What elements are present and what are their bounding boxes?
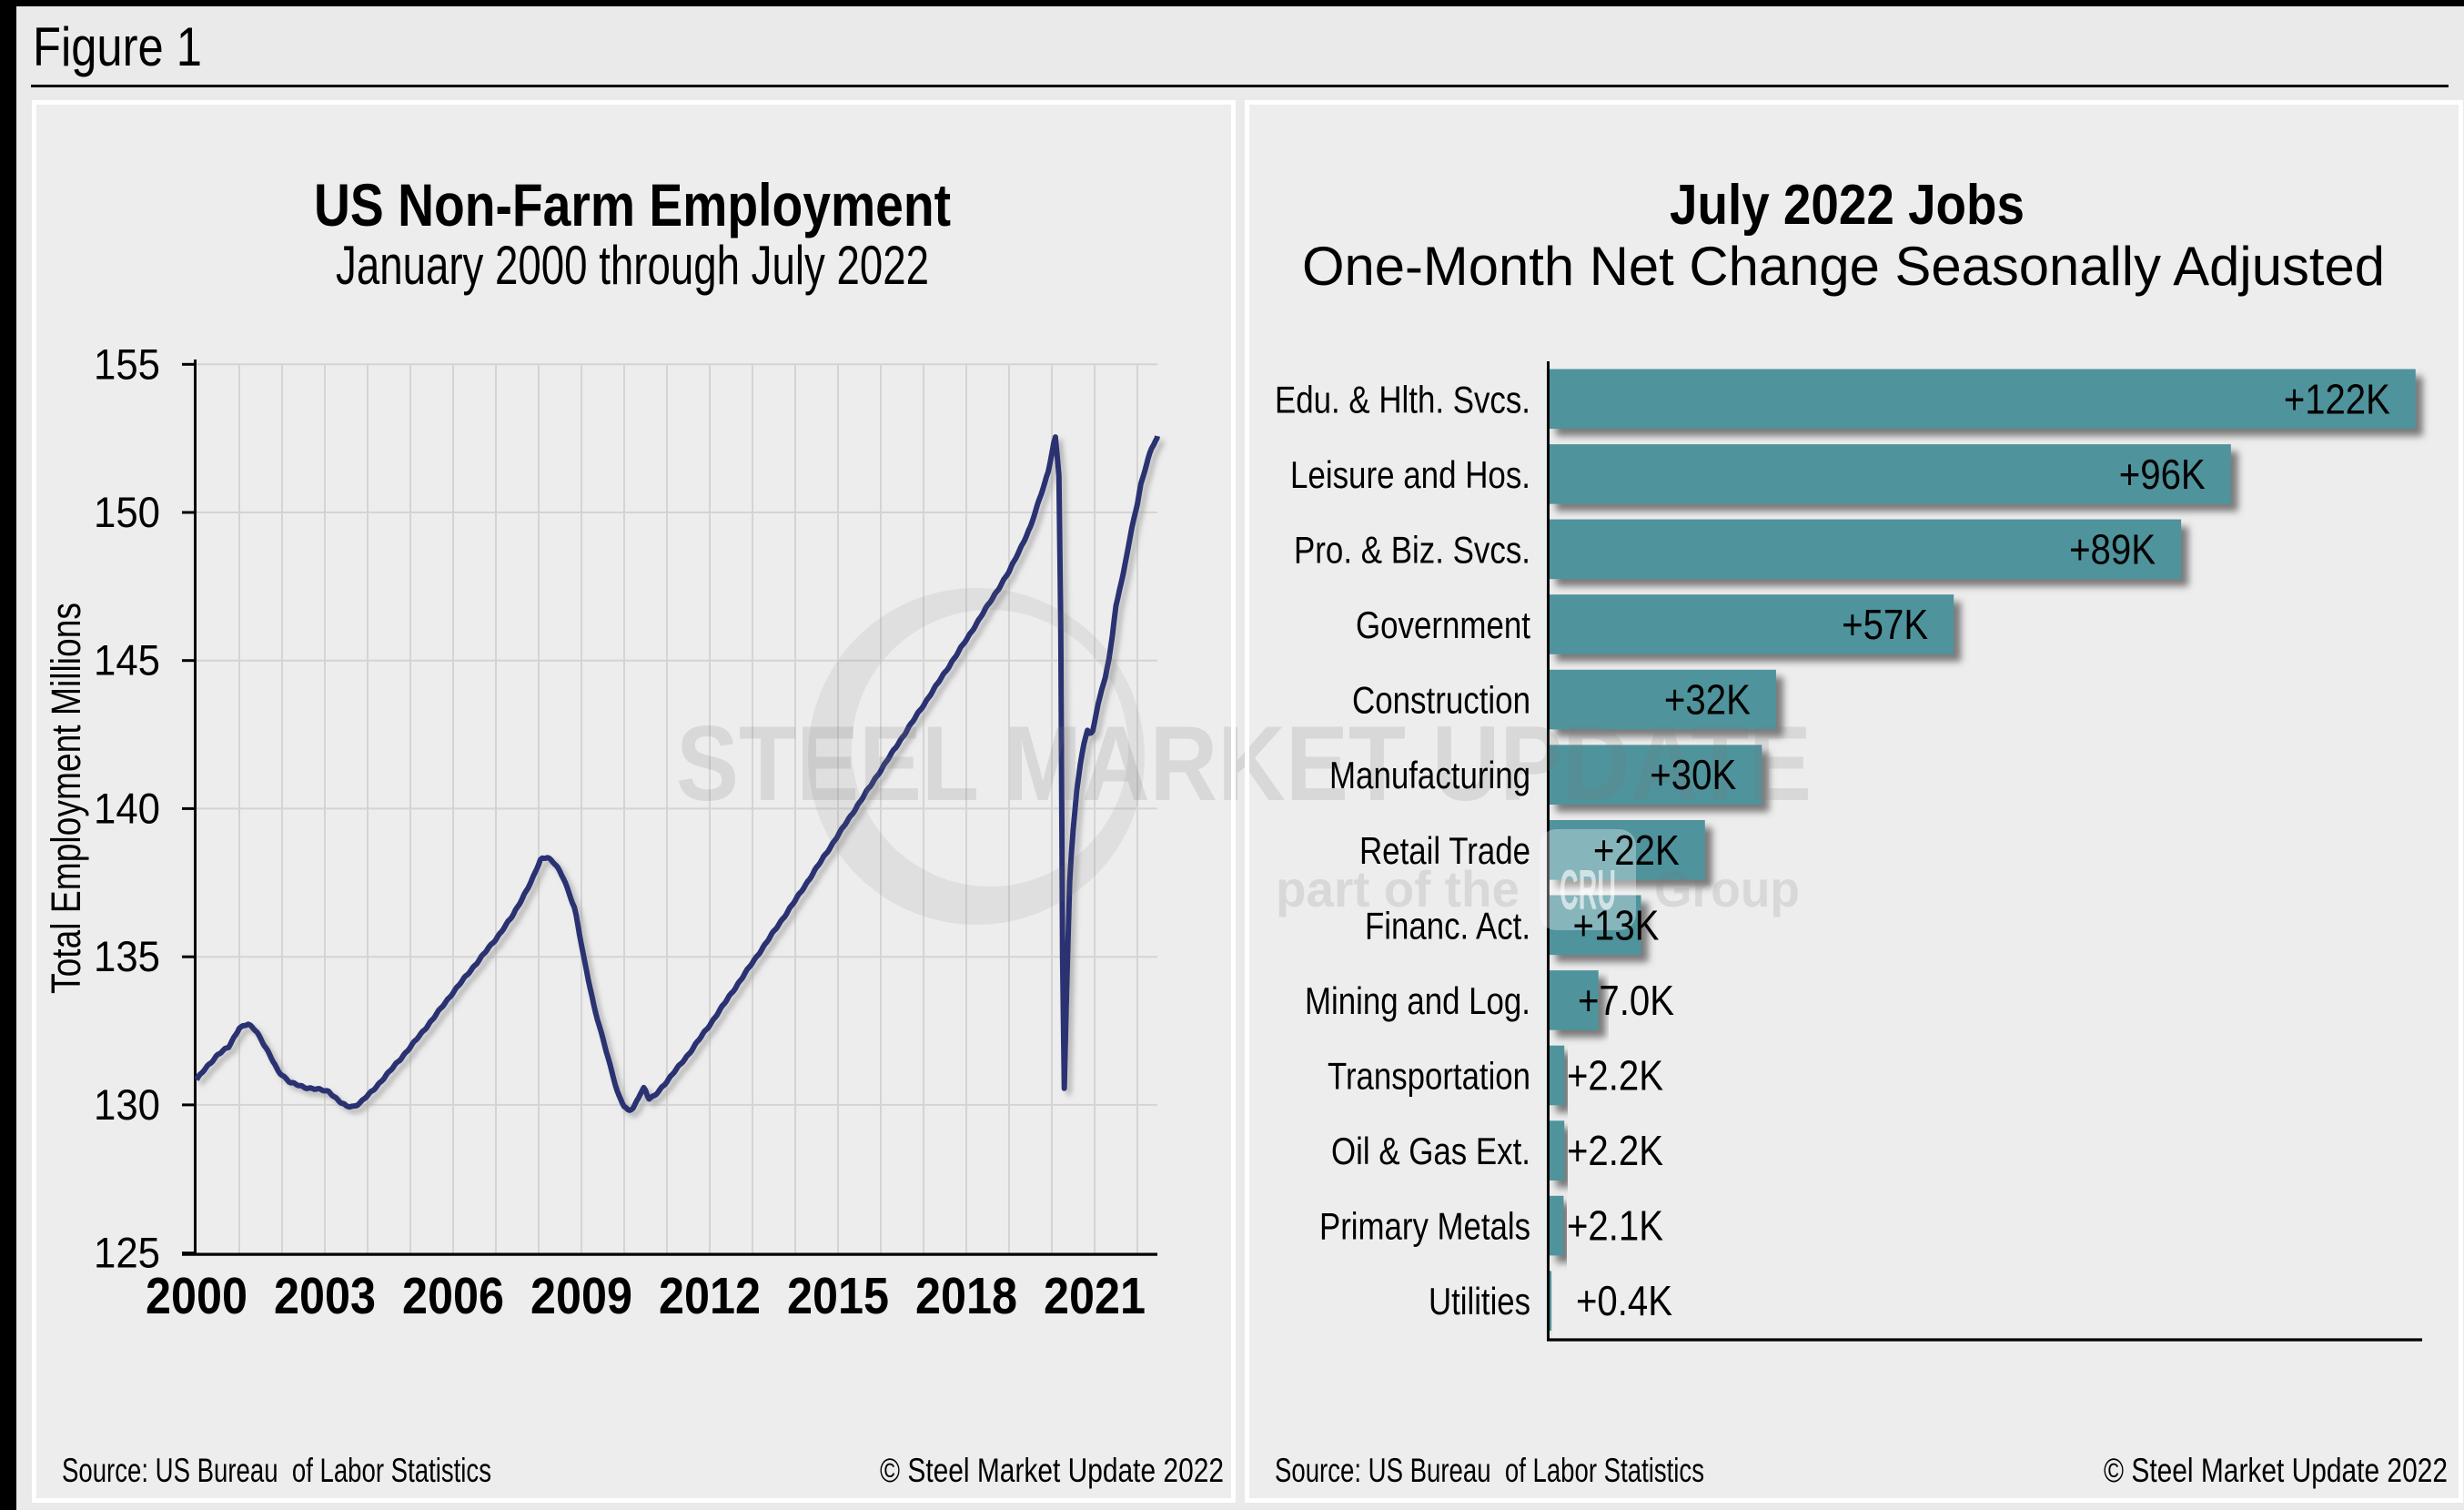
svg-text:July 2022 Jobs: July 2022 Jobs [1670,174,2025,237]
svg-text:January 2000 through July 2022: January 2000 through July 2022 [336,235,929,296]
svg-text:135: 135 [94,932,160,980]
svg-text:2012: 2012 [659,1267,761,1325]
svg-text:Construction: Construction [1352,679,1530,722]
svg-text:One-Month Net Change Seasonall: One-Month Net Change Seasonally Adjusted [1302,236,2385,297]
svg-text:STEEL MARKET UPDATE: STEEL MARKET UPDATE [676,704,1812,823]
svg-text:CRU: CRU [1560,859,1616,922]
svg-text:US Non-Farm Employment: US Non-Farm Employment [314,171,951,238]
svg-text:+32K: +32K [1664,676,1751,724]
svg-text:140: 140 [94,784,160,832]
svg-text:2006: 2006 [402,1267,504,1325]
svg-text:2009: 2009 [530,1267,632,1325]
svg-text:Financ. Act.: Financ. Act. [1365,904,1530,947]
svg-text:Group: Group [1654,860,1800,917]
svg-text:© Steel Market Update 2022: © Steel Market Update 2022 [880,1452,1224,1489]
svg-text:+13K: +13K [1573,901,1660,948]
svg-text:2018: 2018 [915,1267,1017,1325]
svg-text:+7.0K: +7.0K [1578,977,1674,1024]
svg-text:+122K: +122K [2284,375,2390,422]
svg-text:+89K: +89K [2069,525,2156,573]
svg-text:+0.4K: +0.4K [1576,1277,1672,1324]
svg-text:145: 145 [94,636,160,684]
svg-text:+30K: +30K [1650,751,1736,798]
svg-text:Figure 1: Figure 1 [33,16,202,77]
svg-text:130: 130 [94,1080,160,1129]
svg-text:2003: 2003 [274,1267,376,1325]
svg-text:Transportation: Transportation [1328,1054,1530,1097]
svg-text:© Steel Market Update 2022: © Steel Market Update 2022 [2104,1452,2448,1489]
svg-text:Edu. & Hlth. Svcs.: Edu. & Hlth. Svcs. [1275,378,1530,421]
svg-text:+2.2K: +2.2K [1567,1051,1663,1099]
svg-text:155: 155 [94,339,160,388]
svg-text:+2.2K: +2.2K [1567,1127,1663,1174]
svg-text:Oil & Gas Ext.: Oil & Gas Ext. [1331,1130,1530,1172]
svg-text:Pro. & Biz. Svcs.: Pro. & Biz. Svcs. [1294,528,1530,571]
svg-text:Source: US Bureau of Labor St: Source: US Bureau of Labor Statistics [62,1452,491,1489]
svg-text:part of the: part of the [1276,860,1520,917]
svg-text:+96K: +96K [2119,451,2206,498]
svg-text:Manufacturing: Manufacturing [1329,754,1530,796]
svg-text:Utilities: Utilities [1429,1280,1530,1323]
svg-text:2015: 2015 [787,1267,889,1325]
svg-text:Retail Trade: Retail Trade [1359,829,1530,872]
svg-text:2000: 2000 [146,1267,247,1325]
svg-text:+22K: +22K [1593,826,1680,874]
svg-text:+57K: +57K [1842,601,1928,648]
svg-text:Mining and Log.: Mining and Log. [1305,979,1530,1022]
svg-text:125: 125 [94,1229,160,1277]
svg-text:+2.1K: +2.1K [1567,1202,1663,1250]
svg-text:2021: 2021 [1044,1267,1146,1325]
svg-text:Source: US Bureau of Labor St: Source: US Bureau of Labor Statistics [1275,1452,1704,1489]
svg-text:Government: Government [1356,603,1530,646]
svg-text:Primary Metals: Primary Metals [1319,1205,1530,1248]
svg-text:Total Employment Millions: Total Employment Millions [43,603,89,994]
svg-text:150: 150 [94,488,160,536]
svg-text:Leisure and Hos.: Leisure and Hos. [1290,453,1530,496]
